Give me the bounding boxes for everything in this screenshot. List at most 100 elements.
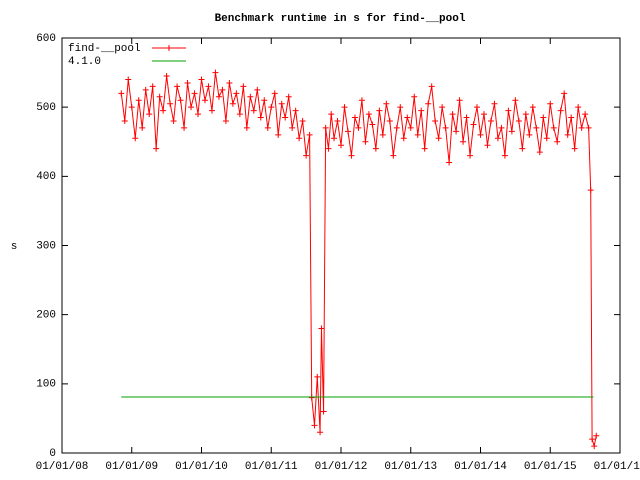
point-marker bbox=[268, 104, 275, 111]
point-marker bbox=[275, 131, 282, 138]
point-marker bbox=[470, 121, 477, 128]
point-marker bbox=[593, 432, 600, 439]
point-marker bbox=[153, 145, 160, 152]
point-marker bbox=[243, 124, 250, 131]
point-marker bbox=[529, 104, 536, 111]
point-marker bbox=[568, 114, 575, 121]
y-tick-label: 200 bbox=[36, 310, 56, 322]
point-marker bbox=[318, 325, 325, 332]
point-marker bbox=[257, 114, 264, 121]
point-marker bbox=[421, 145, 428, 152]
point-marker bbox=[177, 97, 184, 104]
point-marker bbox=[355, 124, 362, 131]
point-marker bbox=[250, 107, 257, 114]
point-marker bbox=[505, 107, 512, 114]
point-marker bbox=[322, 124, 329, 131]
point-marker bbox=[484, 142, 491, 149]
point-marker bbox=[174, 83, 181, 90]
point-marker bbox=[547, 100, 554, 107]
point-marker bbox=[285, 93, 292, 100]
point-marker bbox=[233, 90, 240, 97]
point-marker bbox=[358, 97, 365, 104]
point-marker bbox=[135, 97, 142, 104]
point-marker bbox=[247, 93, 254, 100]
point-marker bbox=[334, 118, 341, 124]
point-marker bbox=[390, 152, 397, 159]
point-marker bbox=[512, 97, 519, 104]
point-marker bbox=[425, 100, 432, 107]
point-marker bbox=[170, 118, 177, 124]
point-marker bbox=[156, 93, 163, 100]
point-marker bbox=[254, 86, 261, 93]
x-tick-label: 01/01/14 bbox=[454, 461, 507, 473]
point-marker bbox=[282, 114, 289, 121]
point-marker bbox=[591, 443, 598, 450]
point-marker bbox=[271, 90, 278, 97]
legend-label: 4.1.0 bbox=[68, 56, 101, 68]
y-tick-label: 300 bbox=[36, 240, 56, 252]
point-marker bbox=[432, 118, 439, 124]
point-marker bbox=[167, 100, 174, 107]
point-marker bbox=[181, 124, 188, 131]
point-marker bbox=[292, 107, 299, 114]
point-marker bbox=[383, 100, 390, 107]
point-marker bbox=[428, 83, 435, 90]
point-marker bbox=[582, 111, 589, 118]
point-marker bbox=[411, 93, 418, 100]
point-marker bbox=[480, 111, 487, 118]
point-marker bbox=[142, 86, 149, 93]
point-marker bbox=[393, 124, 400, 131]
point-marker bbox=[571, 145, 578, 152]
point-marker bbox=[575, 104, 582, 111]
point-marker bbox=[474, 104, 481, 111]
x-tick-label: 01/01/16 bbox=[594, 461, 640, 473]
point-marker bbox=[369, 121, 376, 128]
point-marker bbox=[296, 135, 303, 142]
legend-label: find-__pool bbox=[68, 43, 141, 55]
point-marker bbox=[522, 111, 529, 118]
point-marker bbox=[585, 124, 592, 131]
point-marker bbox=[376, 107, 383, 114]
point-marker bbox=[397, 104, 404, 111]
point-marker bbox=[418, 107, 425, 114]
point-marker bbox=[240, 83, 247, 90]
point-marker bbox=[139, 124, 146, 131]
point-marker bbox=[191, 90, 198, 97]
point-marker bbox=[487, 118, 494, 124]
point-marker bbox=[328, 111, 335, 118]
point-marker bbox=[467, 152, 474, 159]
y-axis-label: s bbox=[11, 241, 18, 253]
point-marker bbox=[460, 138, 467, 145]
point-marker bbox=[439, 104, 446, 111]
point-marker bbox=[540, 114, 547, 121]
point-marker bbox=[317, 429, 324, 436]
x-tick-label: 01/01/11 bbox=[245, 461, 298, 473]
point-marker bbox=[554, 138, 561, 145]
point-marker bbox=[132, 135, 139, 142]
chart-title: Benchmark runtime in s for find-__pool bbox=[215, 13, 466, 25]
x-tick-label: 01/01/12 bbox=[315, 461, 368, 473]
y-tick-label: 400 bbox=[36, 171, 56, 183]
x-tick-label: 01/01/15 bbox=[524, 461, 577, 473]
plot-border bbox=[61, 37, 621, 454]
point-marker bbox=[198, 76, 205, 83]
point-marker bbox=[564, 131, 571, 138]
point-marker bbox=[344, 128, 351, 135]
point-marker bbox=[533, 124, 540, 131]
point-marker bbox=[379, 131, 386, 138]
point-marker bbox=[121, 118, 128, 124]
point-marker bbox=[236, 111, 243, 118]
point-marker bbox=[325, 145, 332, 152]
point-marker bbox=[404, 114, 411, 121]
point-marker bbox=[589, 436, 596, 443]
point-marker bbox=[587, 187, 594, 194]
point-marker bbox=[501, 152, 508, 159]
point-marker bbox=[536, 149, 543, 156]
point-marker bbox=[311, 422, 318, 429]
point-marker bbox=[212, 69, 219, 76]
point-marker bbox=[561, 90, 568, 97]
x-tick-label: 01/01/09 bbox=[105, 461, 158, 473]
point-marker bbox=[219, 86, 226, 93]
point-marker bbox=[463, 114, 470, 121]
